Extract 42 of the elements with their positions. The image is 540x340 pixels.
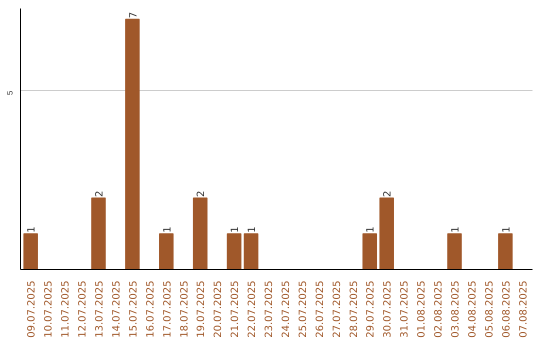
x-tick-label: 28.07.2025 xyxy=(348,280,360,338)
data-label: 1 xyxy=(162,226,174,233)
x-tick-label: 04.08.2025 xyxy=(467,280,478,338)
x-tick-label: 06.08.2025 xyxy=(501,280,512,338)
data-label: 1 xyxy=(247,226,258,233)
data-label: 7 xyxy=(128,12,140,18)
x-tick-label: 21.07.2025 xyxy=(230,280,242,338)
x-tick-label: 01.08.2025 xyxy=(416,280,428,338)
y-tick-label: 5 xyxy=(6,90,14,96)
x-tick-label: 31.07.2025 xyxy=(400,280,411,338)
data-label: 2 xyxy=(382,190,394,197)
x-tick-label: 14.07.2025 xyxy=(111,280,122,338)
x-tick-label: 13.07.2025 xyxy=(94,280,106,338)
x-tick-label: 05.08.2025 xyxy=(484,280,496,338)
x-tick-label: 16.07.2025 xyxy=(145,280,156,338)
x-tick-label: 07.08.2025 xyxy=(518,280,530,338)
x-tick-label: 30.07.2025 xyxy=(382,280,394,338)
x-tick-label: 27.07.2025 xyxy=(332,280,343,338)
data-label: 2 xyxy=(196,190,208,197)
data-label: 2 xyxy=(94,190,106,197)
x-tick-label: 12.07.2025 xyxy=(78,280,89,338)
x-tick-label: 10.07.2025 xyxy=(44,280,55,338)
x-tick-label: 22.07.2025 xyxy=(247,280,258,338)
x-tick-label: 18.07.2025 xyxy=(179,280,190,338)
x-tick-label: 25.07.2025 xyxy=(298,280,309,338)
x-tick-label: 15.07.2025 xyxy=(128,280,140,338)
x-tick-label: 24.07.2025 xyxy=(280,280,292,338)
x-tick-label: 26.07.2025 xyxy=(314,280,326,338)
x-tick-label: 19.07.2025 xyxy=(196,280,208,338)
data-label: 1 xyxy=(450,226,462,233)
x-tick-label: 20.07.2025 xyxy=(213,280,224,338)
data-label: 1 xyxy=(366,226,377,233)
x-tick-label: 17.07.2025 xyxy=(162,280,174,338)
x-tick-label: 03.08.2025 xyxy=(450,280,462,338)
x-tick-label: 11.07.2025 xyxy=(60,280,72,338)
data-label: 1 xyxy=(230,226,242,233)
x-tick-label: 29.07.2025 xyxy=(366,280,377,338)
data-label: 1 xyxy=(501,226,512,233)
x-tick-label: 02.08.2025 xyxy=(434,280,445,338)
x-tick-label: 23.07.2025 xyxy=(264,280,276,338)
x-tick-label: 09.07.2025 xyxy=(26,280,38,338)
data-label: 1 xyxy=(26,226,38,233)
